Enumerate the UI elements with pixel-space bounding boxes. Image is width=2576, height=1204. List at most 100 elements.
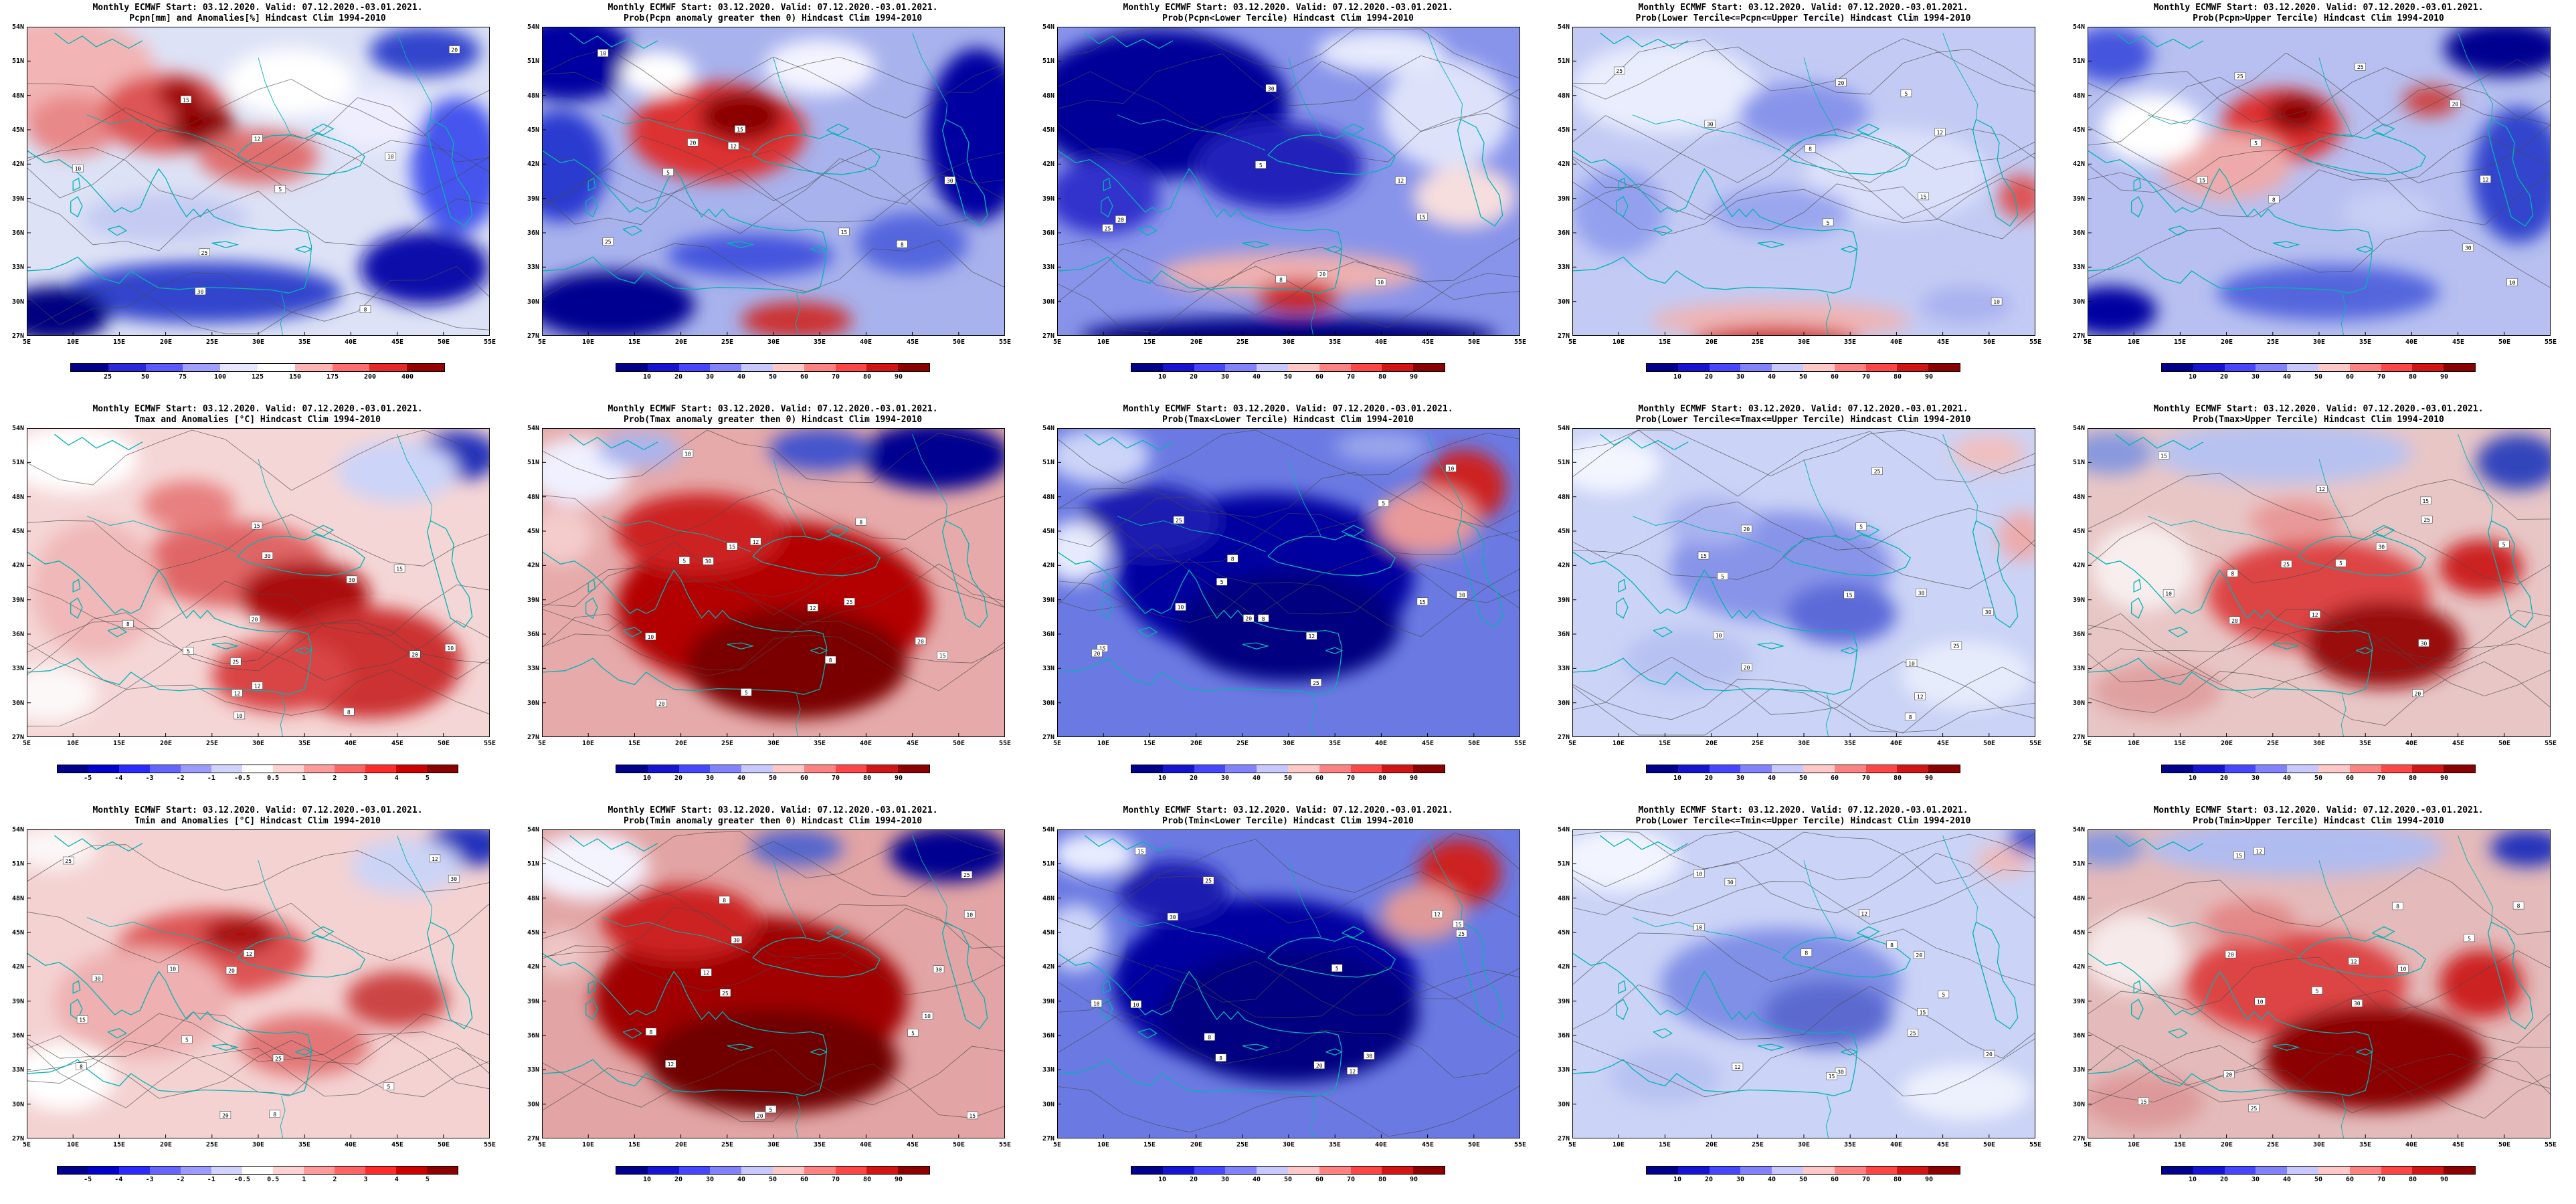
svg-text:10: 10	[1695, 924, 1702, 930]
colorbar-segment	[2318, 364, 2350, 371]
svg-text:15: 15	[1419, 599, 1426, 605]
coastline	[1342, 524, 1365, 537]
panel-title: Monthly ECMWF Start: 03.12.2020. Valid: …	[2153, 3, 2484, 13]
lon-label: 50E	[1983, 1141, 1996, 1148]
coastline	[295, 1048, 313, 1056]
lat-label: 48N	[1042, 895, 1054, 902]
svg-text:12: 12	[432, 856, 438, 862]
contour-label: 5	[1255, 161, 1267, 169]
colorbar-tick: 40	[1252, 373, 1261, 381]
colorbar-segment	[304, 765, 335, 773]
contour-label: 15	[1135, 847, 1147, 856]
lat-label: 51N	[2072, 58, 2085, 65]
svg-text:30: 30	[264, 553, 271, 559]
map-canvas: 30 12 8 10 15 20 5 25 30 12 8 10 15 20	[26, 427, 490, 738]
svg-text:12: 12	[1734, 1064, 1741, 1070]
map: 5 25 30 12 8 10 15 20 5	[1572, 26, 2036, 339]
contour-label: 5	[1938, 990, 1950, 999]
colorbar-tick: 50	[1283, 1176, 1293, 1183]
coastline	[2298, 132, 2427, 175]
lon-label: 10E	[2127, 1141, 2140, 1148]
colorbar-segment	[2162, 364, 2193, 371]
colorbar-segment	[1162, 364, 1194, 371]
map: 8 10 15 20 5 25 30 12 8 10 15 20 5 25	[1056, 427, 1521, 740]
colorbar-tick: 10	[1158, 373, 1167, 381]
contour-label: 5	[1717, 572, 1728, 581]
lat-label: 33N	[1042, 1066, 1054, 1074]
coastline	[585, 597, 598, 619]
lon-label: 15E	[628, 338, 641, 346]
colorbar-tick: 80	[2408, 775, 2417, 782]
colorbar-segment	[150, 765, 181, 773]
lat-label: 51N	[527, 58, 539, 65]
svg-text:25: 25	[232, 660, 239, 666]
lon-label: 50E	[1467, 338, 1481, 346]
contour-label: 8	[343, 708, 355, 716]
colorbar-segment	[1740, 1167, 1772, 1174]
lon-label: 45E	[1421, 338, 1435, 346]
coastline	[426, 520, 473, 628]
contour-label: 20	[1741, 524, 1752, 533]
lat-label: 27N	[1042, 332, 1054, 340]
colorbar-segment	[181, 765, 211, 773]
colorbar-segment	[1647, 364, 1678, 371]
lat-label: 51N	[1557, 58, 1570, 65]
lat-label: 54N	[2072, 23, 2085, 31]
river	[86, 516, 236, 553]
map: 12 8 10 15 20 5 25 30 12 8 10 15 20 5	[2087, 829, 2551, 1142]
river	[280, 293, 286, 336]
river	[2318, 860, 2352, 938]
lon-label: 35E	[298, 740, 311, 747]
coastline	[1325, 1048, 1344, 1056]
lat-label: 27N	[527, 1135, 539, 1142]
coastline	[1653, 627, 1673, 637]
coastline	[1782, 534, 1912, 577]
coastline	[2487, 922, 2534, 1029]
coastline	[2372, 123, 2395, 136]
colorbar-segment	[741, 1167, 773, 1174]
svg-text:15: 15	[396, 567, 403, 573]
contour-label: 5	[1900, 89, 1912, 98]
river	[2318, 459, 2352, 536]
lat-label: 42N	[1557, 161, 1570, 168]
coastline	[1757, 1043, 1785, 1051]
lat-label: 30N	[11, 298, 24, 306]
colorbar-tick: 50	[2314, 373, 2323, 381]
colorbar-segment	[804, 765, 836, 773]
panel-subtitle: Prob(Lower Tercile<=Tmax<=Upper Tercile)…	[1635, 415, 1971, 425]
svg-text:20: 20	[2452, 101, 2459, 107]
river	[1288, 459, 1321, 536]
lon-label: 5E	[22, 1141, 31, 1148]
colorbar-tick: 60	[1315, 373, 1324, 381]
colorbar-tick: 90	[2440, 775, 2449, 782]
contour-label: 8	[1904, 712, 1916, 721]
colorbar-segment	[1319, 1167, 1351, 1174]
river	[1942, 434, 1978, 521]
map-canvas: 30 12 8 10 15 20 5 25 30 12 8 10 15 20	[1572, 829, 2036, 1139]
colorbar-tick: 90	[1409, 373, 1418, 381]
lon-label: 25E	[1751, 740, 1764, 747]
lat-label: 33N	[1557, 264, 1570, 271]
contour-label: 5	[765, 1105, 777, 1114]
lat-label: 42N	[1042, 562, 1054, 569]
lat-label: 30N	[527, 298, 539, 306]
colorbar-segment	[1834, 364, 1866, 371]
lon-label: 25E	[1751, 338, 1764, 346]
svg-text:20: 20	[1986, 1051, 1993, 1058]
lon-label: 5E	[2083, 338, 2092, 346]
svg-text:8: 8	[364, 307, 367, 313]
lat-label: 33N	[2072, 665, 2085, 672]
colorbar-segment	[710, 364, 742, 371]
colorbar-segment	[1413, 364, 1445, 371]
colorbar-tick: 90	[894, 1176, 903, 1183]
svg-text:5: 5	[682, 558, 686, 564]
panel-title: Monthly ECMWF Start: 03.12.2020. Valid: …	[92, 3, 423, 13]
colorbar-segment	[2318, 765, 2350, 773]
svg-text:10: 10	[1377, 280, 1384, 286]
lat-label: 27N	[11, 332, 24, 340]
lat-label: 33N	[1042, 264, 1054, 271]
coastline	[1103, 579, 1111, 593]
lon-label: 40E	[344, 740, 357, 747]
contour-label: 8	[1801, 948, 1813, 957]
colorbar-segment	[2193, 364, 2225, 371]
